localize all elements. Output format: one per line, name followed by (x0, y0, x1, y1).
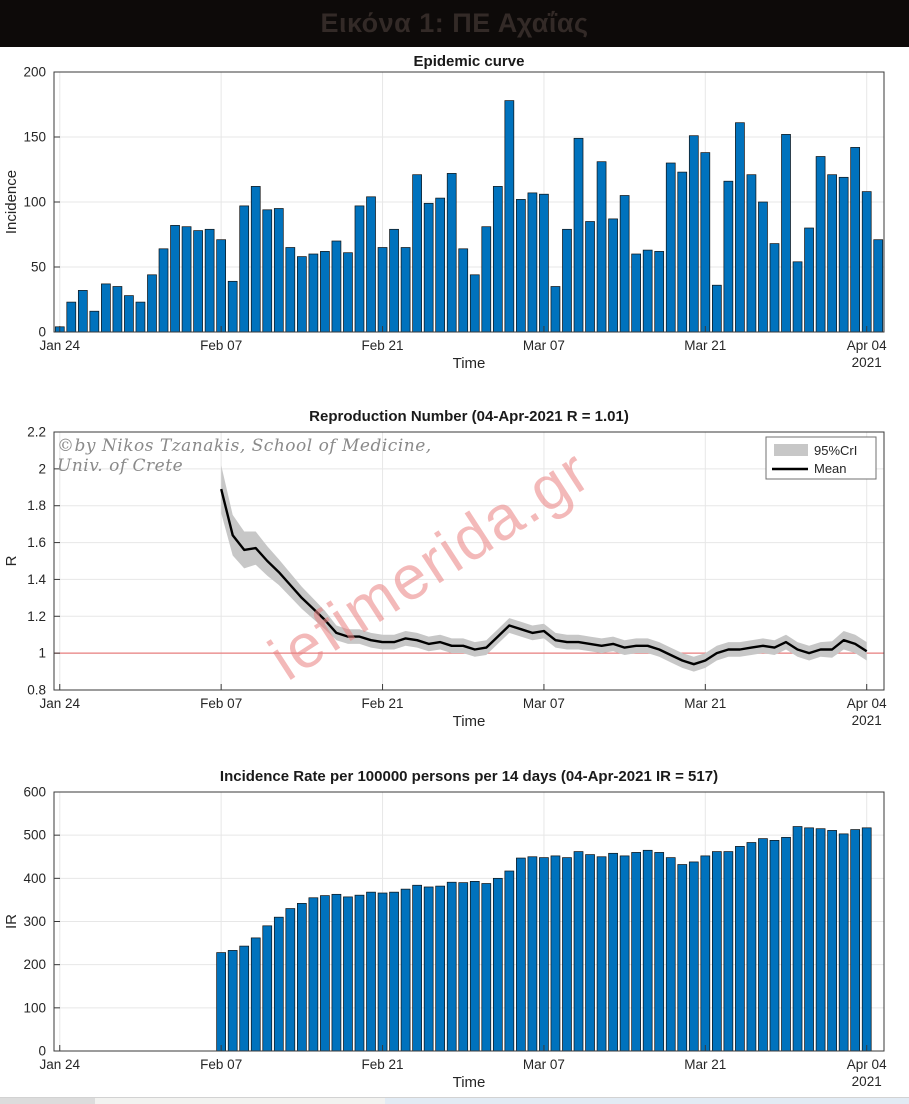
svg-text:Mar 21: Mar 21 (684, 338, 726, 353)
svg-text:Apr 04: Apr 04 (847, 1057, 887, 1072)
svg-text:Jan 24: Jan 24 (40, 338, 81, 353)
svg-text:400: 400 (23, 871, 46, 886)
figure-titlebar: Εικόνα 1: ΠΕ Αχαΐας (0, 0, 909, 47)
epidemic-curve-chart: 0 50 100 150 200 Jan 24 Feb 07 Feb 21 Mar 07 Mar … (3, 53, 887, 372)
svg-text:Mar 21: Mar 21 (684, 696, 726, 711)
svg-text:Time: Time (453, 713, 486, 730)
svg-text:0: 0 (38, 1044, 46, 1059)
svg-text:150: 150 (23, 130, 46, 145)
figure-title: Εικόνα 1: ΠΕ Αχαΐας (320, 8, 589, 38)
svg-text:Incidence: Incidence (3, 170, 20, 234)
svg-text:200: 200 (23, 65, 46, 80)
svg-text:Jan 24: Jan 24 (40, 696, 81, 711)
svg-text:Feb 21: Feb 21 (361, 338, 403, 353)
svg-text:1.6: 1.6 (27, 535, 46, 550)
svg-text:1.2: 1.2 (27, 609, 46, 624)
svg-text:Time: Time (453, 355, 486, 372)
svg-text:Mar 07: Mar 07 (523, 338, 565, 353)
svg-text:Mar 07: Mar 07 (523, 696, 565, 711)
svg-text:50: 50 (31, 260, 46, 275)
svg-text:1.8: 1.8 (27, 498, 46, 513)
svg-text:Jan 24: Jan 24 (40, 1057, 81, 1072)
svg-text:Feb 07: Feb 07 (200, 696, 242, 711)
svg-text:1.4: 1.4 (27, 572, 46, 587)
svg-text:Apr 04: Apr 04 (847, 696, 887, 711)
svg-text:100: 100 (23, 1000, 46, 1015)
incidence-rate-chart: 0 100 200 300 400 500 600 Jan 24 Feb 07 Feb 21 Mar… (3, 768, 887, 1091)
svg-text:95%CrI: 95%CrI (814, 443, 857, 458)
svg-text:2021: 2021 (852, 1074, 882, 1089)
svg-text:Reproduction Number (04-Apr-20: Reproduction Number (04-Apr-2021 R = 1.0… (309, 408, 629, 425)
svg-text:2: 2 (38, 461, 46, 476)
svg-text:0.8: 0.8 (27, 683, 46, 698)
svg-text:1: 1 (38, 646, 46, 661)
svg-text:100: 100 (23, 195, 46, 210)
svg-text:Feb 21: Feb 21 (361, 1057, 403, 1072)
bottom-partial-row (0, 1097, 909, 1104)
svg-text:Mar 07: Mar 07 (523, 1057, 565, 1072)
svg-text:Incidence Rate per 100000 pers: Incidence Rate per 100000 persons per 14… (220, 768, 718, 785)
svg-text:Mean: Mean (814, 461, 847, 476)
svg-text:2021: 2021 (852, 713, 882, 728)
svg-text:500: 500 (23, 828, 46, 843)
svg-text:Feb 07: Feb 07 (200, 1057, 242, 1072)
svg-text:Feb 21: Feb 21 (361, 696, 403, 711)
svg-text:Apr 04: Apr 04 (847, 338, 887, 353)
svg-text:2.2: 2.2 (27, 425, 46, 440)
svg-text:Feb 07: Feb 07 (200, 338, 242, 353)
svg-text:Epidemic curve: Epidemic curve (414, 53, 525, 70)
svg-text:Mar 21: Mar 21 (684, 1057, 726, 1072)
svg-text:2021: 2021 (852, 355, 882, 370)
svg-text:IR: IR (3, 914, 20, 929)
svg-text:Time: Time (453, 1074, 486, 1091)
svg-text:0: 0 (38, 325, 46, 340)
svg-text:600: 600 (23, 785, 46, 800)
svg-text:300: 300 (23, 914, 46, 929)
svg-text:R: R (3, 555, 20, 566)
reproduction-number-chart: 0.8 1 1.2 1.4 1.6 1.8 2 2.2 Jan 24 Feb 07 Feb 21 Ma… (3, 408, 887, 730)
copyright-watermark: ©by Nikos Tzanakis, School of Medicine, … (57, 436, 432, 476)
svg-text:200: 200 (23, 957, 46, 972)
